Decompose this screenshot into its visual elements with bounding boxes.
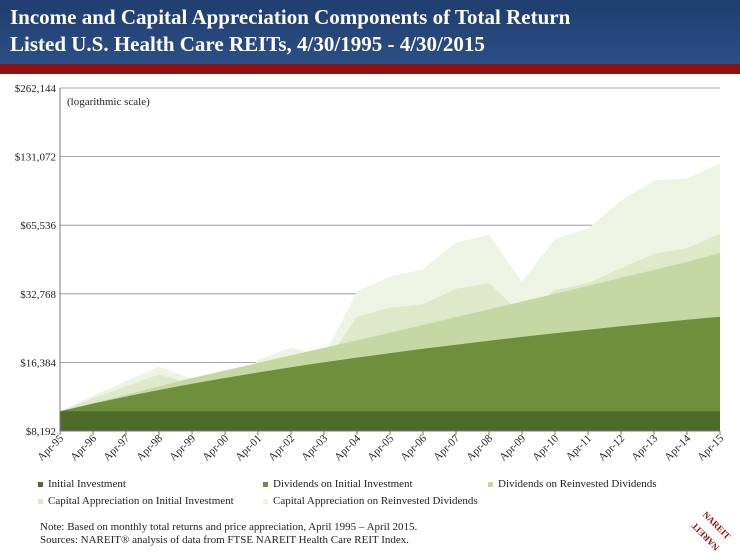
legend-label: Capital Appreciation on Reinvested Divid… bbox=[273, 495, 478, 507]
legend-label: Dividends on Initial Investment bbox=[273, 478, 413, 490]
x-tick-label: Apr-00 bbox=[200, 432, 231, 463]
axes bbox=[59, 88, 721, 435]
title-line-1: Income and Capital Appreciation Componen… bbox=[10, 5, 571, 29]
y-tick-label: $131,072 bbox=[15, 152, 56, 164]
scale-note: (logarithmic scale) bbox=[67, 96, 150, 108]
x-tick-label: Apr-05 bbox=[365, 432, 396, 463]
y-tick-label: $8,192 bbox=[26, 426, 56, 438]
title-banner: Income and Capital Appreciation Componen… bbox=[0, 0, 740, 64]
legend-swatch bbox=[263, 481, 268, 487]
y-tick-label: $262,144 bbox=[15, 83, 57, 95]
legend-item: Dividends on Reinvested Dividends bbox=[488, 478, 657, 490]
y-tick-label: $32,768 bbox=[20, 289, 56, 301]
x-tick-label: Apr-02 bbox=[266, 433, 297, 464]
x-tick-label: Apr-97 bbox=[101, 432, 132, 463]
area-initial-investment bbox=[60, 411, 720, 431]
x-tick-label: Apr-06 bbox=[398, 432, 429, 463]
x-tick-label: Apr-14 bbox=[662, 432, 693, 463]
x-tick-label: Apr-99 bbox=[167, 432, 198, 463]
legend-swatch bbox=[38, 498, 43, 504]
x-tick-labels: Apr-95 Apr-96 Apr-97 Apr-98 Apr-99 Apr-00 Apr-… bbox=[35, 432, 726, 463]
nareit-logo-icon: NAREIT NAREIT bbox=[689, 509, 732, 552]
title-line-2: Listed U.S. Health Care REITs, 4/30/1995… bbox=[10, 32, 485, 56]
legend-label: Capital Appreciation on Initial Investme… bbox=[48, 495, 234, 507]
legend-item: Capital Appreciation on Reinvested Divid… bbox=[263, 495, 478, 507]
y-tick-label: $16,384 bbox=[20, 357, 56, 369]
legend-item: Initial Investment bbox=[38, 478, 126, 490]
x-tick-label: Apr-10 bbox=[530, 432, 561, 463]
x-tick-label: Apr-13 bbox=[629, 432, 660, 463]
x-tick-label: Apr-08 bbox=[464, 432, 495, 463]
area-dividends-on-initial-investment bbox=[60, 316, 720, 431]
x-tick-label: Apr-09 bbox=[497, 432, 528, 463]
legend-item: Dividends on Initial Investment bbox=[263, 478, 413, 490]
area-series bbox=[60, 163, 720, 431]
x-tick-label: Apr-03 bbox=[299, 432, 330, 463]
accent-bar bbox=[0, 64, 740, 74]
legend-label: Initial Investment bbox=[48, 478, 126, 490]
legend-item: Capital Appreciation on Initial Investme… bbox=[38, 495, 234, 507]
total-return-area-chart: $8,192 $16,384 $32,768 $65,536 $131,072 $262,… bbox=[15, 83, 727, 463]
legend-swatch bbox=[488, 481, 493, 487]
x-tick-label: Apr-01 bbox=[233, 433, 264, 464]
x-tick-label: Apr-04 bbox=[332, 432, 363, 463]
x-tick-label: Apr-11 bbox=[564, 433, 595, 464]
x-tick-label: Apr-15 bbox=[695, 432, 726, 463]
legend-swatch bbox=[263, 498, 268, 504]
x-tick-label: Apr-07 bbox=[431, 432, 462, 463]
source-notes: Note: Based on monthly total returns and… bbox=[40, 521, 417, 547]
y-tick-label: $65,536 bbox=[20, 220, 56, 232]
sources-line: Sources: NAREIT® analysis of data from F… bbox=[40, 534, 410, 546]
legend-label: Dividends on Reinvested Dividends bbox=[498, 478, 657, 490]
x-tick-label: Apr-98 bbox=[134, 432, 165, 463]
legend-swatch bbox=[38, 481, 43, 487]
x-tick-label: Apr-12 bbox=[596, 433, 627, 464]
x-tick-label: Apr-96 bbox=[68, 432, 99, 463]
y-tick-labels: $8,192 $16,384 $32,768 $65,536 $131,072 $262,… bbox=[15, 83, 57, 438]
chart-title: Income and Capital Appreciation Componen… bbox=[10, 4, 570, 58]
note-line: Note: Based on monthly total returns and… bbox=[40, 521, 418, 533]
